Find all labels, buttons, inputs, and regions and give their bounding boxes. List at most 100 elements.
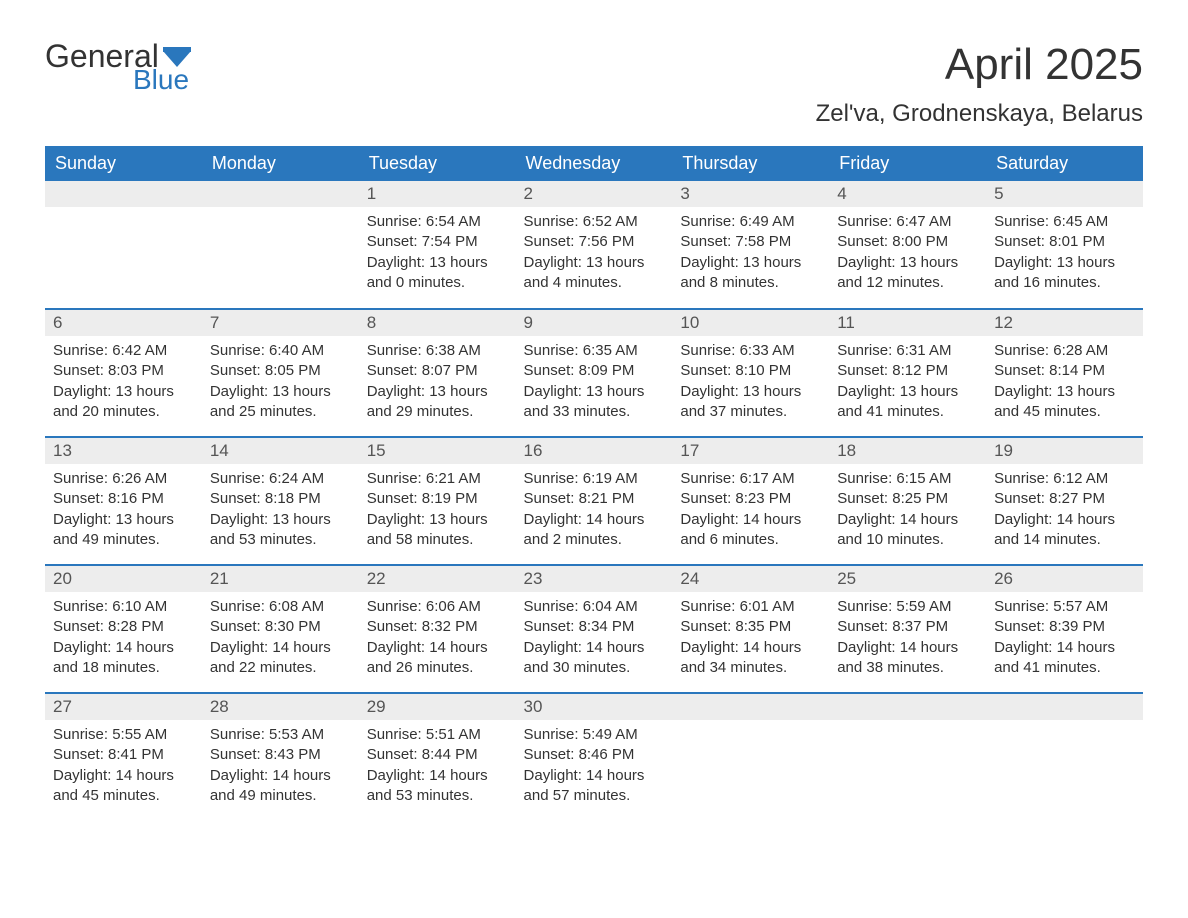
daylight-line: Daylight: 13 hours and 41 minutes. bbox=[837, 382, 978, 423]
sunrise-line: Sunrise: 6:08 AM bbox=[210, 597, 351, 617]
day-body: Sunrise: 6:21 AMSunset: 8:19 PMDaylight:… bbox=[359, 464, 516, 560]
sunrise-line: Sunrise: 5:51 AM bbox=[367, 725, 508, 745]
day-body: Sunrise: 5:57 AMSunset: 8:39 PMDaylight:… bbox=[986, 592, 1143, 688]
week-row: 6Sunrise: 6:42 AMSunset: 8:03 PMDaylight… bbox=[45, 309, 1143, 437]
sunrise-line: Sunrise: 6:19 AM bbox=[524, 469, 665, 489]
sunset-line: Sunset: 7:58 PM bbox=[680, 232, 821, 252]
daylight-line: Daylight: 13 hours and 33 minutes. bbox=[524, 382, 665, 423]
week-row: 1Sunrise: 6:54 AMSunset: 7:54 PMDaylight… bbox=[45, 181, 1143, 309]
sunrise-line: Sunrise: 6:31 AM bbox=[837, 341, 978, 361]
sunrise-line: Sunrise: 5:53 AM bbox=[210, 725, 351, 745]
location-label: Zel'va, Grodnenskaya, Belarus bbox=[816, 100, 1143, 128]
day-body: Sunrise: 5:49 AMSunset: 8:46 PMDaylight:… bbox=[516, 720, 673, 816]
sunrise-line: Sunrise: 6:40 AM bbox=[210, 341, 351, 361]
day-cell: 10Sunrise: 6:33 AMSunset: 8:10 PMDayligh… bbox=[672, 309, 829, 437]
week-row: 20Sunrise: 6:10 AMSunset: 8:28 PMDayligh… bbox=[45, 565, 1143, 693]
calendar-table: Sunday Monday Tuesday Wednesday Thursday… bbox=[45, 146, 1143, 821]
sunrise-line: Sunrise: 6:52 AM bbox=[524, 212, 665, 232]
sunrise-line: Sunrise: 6:38 AM bbox=[367, 341, 508, 361]
day-body: Sunrise: 6:54 AMSunset: 7:54 PMDaylight:… bbox=[359, 207, 516, 303]
day-number: 17 bbox=[672, 438, 829, 464]
daylight-line: Daylight: 14 hours and 22 minutes. bbox=[210, 638, 351, 679]
sunrise-line: Sunrise: 6:10 AM bbox=[53, 597, 194, 617]
day-body: Sunrise: 6:10 AMSunset: 8:28 PMDaylight:… bbox=[45, 592, 202, 688]
day-cell: 1Sunrise: 6:54 AMSunset: 7:54 PMDaylight… bbox=[359, 181, 516, 309]
daylight-line: Daylight: 14 hours and 30 minutes. bbox=[524, 638, 665, 679]
day-number: 21 bbox=[202, 566, 359, 592]
daylight-line: Daylight: 13 hours and 49 minutes. bbox=[53, 510, 194, 551]
day-cell: 7Sunrise: 6:40 AMSunset: 8:05 PMDaylight… bbox=[202, 309, 359, 437]
sunrise-line: Sunrise: 6:04 AM bbox=[524, 597, 665, 617]
col-wednesday: Wednesday bbox=[516, 146, 673, 181]
day-body: Sunrise: 6:42 AMSunset: 8:03 PMDaylight:… bbox=[45, 336, 202, 432]
day-body: Sunrise: 5:51 AMSunset: 8:44 PMDaylight:… bbox=[359, 720, 516, 816]
daylight-line: Daylight: 14 hours and 14 minutes. bbox=[994, 510, 1135, 551]
day-cell: 21Sunrise: 6:08 AMSunset: 8:30 PMDayligh… bbox=[202, 565, 359, 693]
day-cell: 29Sunrise: 5:51 AMSunset: 8:44 PMDayligh… bbox=[359, 693, 516, 821]
daylight-line: Daylight: 14 hours and 53 minutes. bbox=[367, 766, 508, 807]
daylight-line: Daylight: 13 hours and 16 minutes. bbox=[994, 253, 1135, 294]
day-body: Sunrise: 6:01 AMSunset: 8:35 PMDaylight:… bbox=[672, 592, 829, 688]
day-number: 22 bbox=[359, 566, 516, 592]
day-number: 28 bbox=[202, 694, 359, 720]
sunrise-line: Sunrise: 6:35 AM bbox=[524, 341, 665, 361]
sunset-line: Sunset: 8:35 PM bbox=[680, 617, 821, 637]
day-cell: 3Sunrise: 6:49 AMSunset: 7:58 PMDaylight… bbox=[672, 181, 829, 309]
daylight-line: Daylight: 14 hours and 41 minutes. bbox=[994, 638, 1135, 679]
day-number: 26 bbox=[986, 566, 1143, 592]
sunrise-line: Sunrise: 6:24 AM bbox=[210, 469, 351, 489]
day-cell bbox=[45, 181, 202, 309]
day-cell bbox=[829, 693, 986, 821]
col-monday: Monday bbox=[202, 146, 359, 181]
sunrise-line: Sunrise: 6:12 AM bbox=[994, 469, 1135, 489]
day-number: 18 bbox=[829, 438, 986, 464]
sunset-line: Sunset: 8:41 PM bbox=[53, 745, 194, 765]
col-tuesday: Tuesday bbox=[359, 146, 516, 181]
day-body: Sunrise: 6:26 AMSunset: 8:16 PMDaylight:… bbox=[45, 464, 202, 560]
sunrise-line: Sunrise: 6:54 AM bbox=[367, 212, 508, 232]
sunset-line: Sunset: 8:10 PM bbox=[680, 361, 821, 381]
col-saturday: Saturday bbox=[986, 146, 1143, 181]
day-number bbox=[202, 181, 359, 207]
day-body: Sunrise: 6:33 AMSunset: 8:10 PMDaylight:… bbox=[672, 336, 829, 432]
sunset-line: Sunset: 8:34 PM bbox=[524, 617, 665, 637]
day-number: 11 bbox=[829, 310, 986, 336]
daylight-line: Daylight: 14 hours and 34 minutes. bbox=[680, 638, 821, 679]
daylight-line: Daylight: 13 hours and 12 minutes. bbox=[837, 253, 978, 294]
day-number: 24 bbox=[672, 566, 829, 592]
week-row: 27Sunrise: 5:55 AMSunset: 8:41 PMDayligh… bbox=[45, 693, 1143, 821]
week-row: 13Sunrise: 6:26 AMSunset: 8:16 PMDayligh… bbox=[45, 437, 1143, 565]
sunrise-line: Sunrise: 5:49 AM bbox=[524, 725, 665, 745]
header: General Blue April 2025 Zel'va, Grodnens… bbox=[45, 40, 1143, 128]
daylight-line: Daylight: 13 hours and 58 minutes. bbox=[367, 510, 508, 551]
day-body: Sunrise: 6:15 AMSunset: 8:25 PMDaylight:… bbox=[829, 464, 986, 560]
day-body: Sunrise: 6:52 AMSunset: 7:56 PMDaylight:… bbox=[516, 207, 673, 303]
day-number: 29 bbox=[359, 694, 516, 720]
sunrise-line: Sunrise: 6:06 AM bbox=[367, 597, 508, 617]
weekday-header-row: Sunday Monday Tuesday Wednesday Thursday… bbox=[45, 146, 1143, 181]
day-cell: 24Sunrise: 6:01 AMSunset: 8:35 PMDayligh… bbox=[672, 565, 829, 693]
sunset-line: Sunset: 8:44 PM bbox=[367, 745, 508, 765]
sunrise-line: Sunrise: 5:57 AM bbox=[994, 597, 1135, 617]
day-cell: 2Sunrise: 6:52 AMSunset: 7:56 PMDaylight… bbox=[516, 181, 673, 309]
day-cell: 16Sunrise: 6:19 AMSunset: 8:21 PMDayligh… bbox=[516, 437, 673, 565]
daylight-line: Daylight: 14 hours and 2 minutes. bbox=[524, 510, 665, 551]
day-number: 14 bbox=[202, 438, 359, 464]
day-body: Sunrise: 6:45 AMSunset: 8:01 PMDaylight:… bbox=[986, 207, 1143, 303]
day-number: 20 bbox=[45, 566, 202, 592]
sunset-line: Sunset: 8:16 PM bbox=[53, 489, 194, 509]
sunset-line: Sunset: 8:00 PM bbox=[837, 232, 978, 252]
day-body: Sunrise: 5:59 AMSunset: 8:37 PMDaylight:… bbox=[829, 592, 986, 688]
day-cell: 19Sunrise: 6:12 AMSunset: 8:27 PMDayligh… bbox=[986, 437, 1143, 565]
day-body: Sunrise: 6:17 AMSunset: 8:23 PMDaylight:… bbox=[672, 464, 829, 560]
sunrise-line: Sunrise: 6:01 AM bbox=[680, 597, 821, 617]
day-cell: 23Sunrise: 6:04 AMSunset: 8:34 PMDayligh… bbox=[516, 565, 673, 693]
day-cell: 27Sunrise: 5:55 AMSunset: 8:41 PMDayligh… bbox=[45, 693, 202, 821]
day-number: 10 bbox=[672, 310, 829, 336]
day-cell: 11Sunrise: 6:31 AMSunset: 8:12 PMDayligh… bbox=[829, 309, 986, 437]
daylight-line: Daylight: 14 hours and 38 minutes. bbox=[837, 638, 978, 679]
day-number: 7 bbox=[202, 310, 359, 336]
day-body: Sunrise: 6:49 AMSunset: 7:58 PMDaylight:… bbox=[672, 207, 829, 303]
sunset-line: Sunset: 8:21 PM bbox=[524, 489, 665, 509]
sunrise-line: Sunrise: 6:15 AM bbox=[837, 469, 978, 489]
